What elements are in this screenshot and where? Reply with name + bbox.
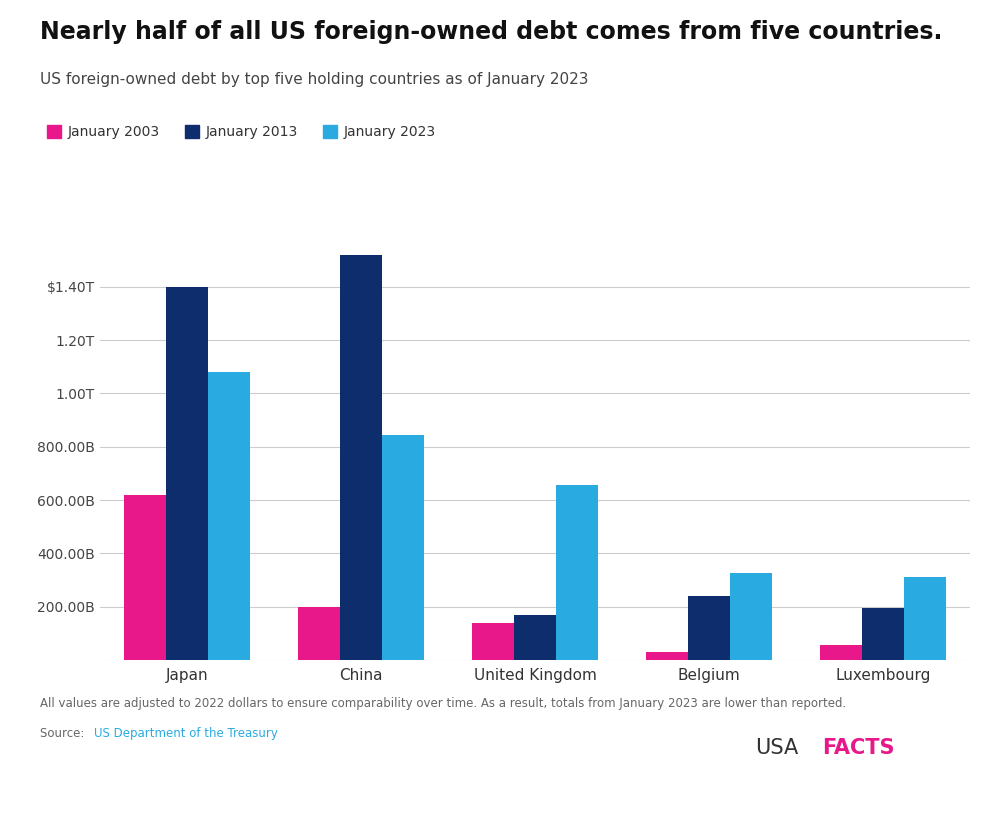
Bar: [382, 434, 424, 660]
Bar: [124, 495, 166, 660]
Bar: [820, 645, 862, 660]
Bar: [514, 615, 556, 660]
Bar: [646, 652, 688, 660]
Text: FACTS: FACTS: [822, 738, 895, 758]
Bar: [472, 623, 514, 660]
Text: Source:: Source:: [40, 727, 88, 740]
Bar: [208, 372, 250, 660]
Bar: [298, 607, 340, 660]
Bar: [166, 287, 208, 660]
Bar: [730, 574, 772, 660]
Text: US foreign-owned debt by top five holding countries as of January 2023: US foreign-owned debt by top five holdin…: [40, 72, 588, 86]
Text: USA: USA: [755, 738, 798, 758]
Text: Nearly half of all US foreign-owned debt comes from five countries.: Nearly half of all US foreign-owned debt…: [40, 20, 942, 44]
Text: All values are adjusted to 2022 dollars to ensure comparability over time. As a : All values are adjusted to 2022 dollars …: [40, 697, 846, 710]
Legend: January 2003, January 2013, January 2023: January 2003, January 2013, January 2023: [47, 126, 436, 139]
Text: US Department of the Treasury: US Department of the Treasury: [94, 727, 278, 740]
Bar: [904, 578, 946, 660]
Bar: [862, 608, 904, 660]
Bar: [688, 596, 730, 660]
Bar: [556, 486, 598, 660]
Bar: [340, 255, 382, 660]
